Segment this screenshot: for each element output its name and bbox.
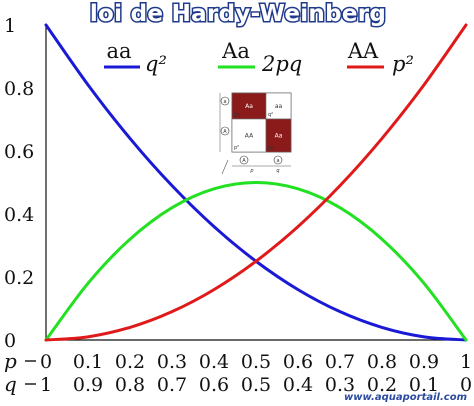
inset-cell bbox=[231, 118, 267, 153]
x-tick-label: 0.4 bbox=[199, 351, 229, 373]
inset-cell-label: Aa bbox=[275, 133, 283, 140]
inset-allele-label: a bbox=[223, 99, 226, 105]
inset-allele-circle bbox=[239, 155, 249, 165]
x-axis-p-row: p 0 0.1 0.2 0.3 0.4 0.5 0.6 0.7 0.8 0.9 1 bbox=[4, 349, 472, 373]
inset-allele-circle bbox=[220, 96, 230, 106]
x-tick-label: 0.1 bbox=[73, 351, 103, 373]
y-tick-label: 0.2 bbox=[4, 267, 34, 289]
inset-corner-label: pq bbox=[268, 145, 274, 151]
x-tick-label: 0.9 bbox=[73, 374, 103, 396]
x-tick-label: 1 bbox=[460, 351, 472, 373]
inset-axis-label: p bbox=[249, 168, 253, 174]
x-tick-label: 1 bbox=[40, 374, 52, 396]
x-row-variable-label: p bbox=[4, 349, 17, 373]
x-tick-label: 0.5 bbox=[241, 351, 271, 373]
y-tick-label: 1 bbox=[4, 15, 16, 37]
legend-genotype: aa bbox=[106, 39, 131, 63]
inset-corner-label: pq bbox=[234, 112, 240, 118]
x-tick-label: 0 bbox=[40, 351, 52, 373]
x-tick-label: 0.7 bbox=[157, 374, 187, 396]
x-tick-label: 0.1 bbox=[409, 374, 439, 396]
legend: aa q² Aa 2pq AA p² bbox=[104, 39, 414, 76]
inset-allele-label: a bbox=[276, 158, 279, 164]
x-tick-label: 0 bbox=[460, 374, 472, 396]
y-tick-label: 0.8 bbox=[4, 78, 34, 100]
inset-allele-label: A bbox=[223, 129, 227, 135]
y-tick-labels: 0 0.2 0.4 0.6 0.8 1 bbox=[4, 15, 34, 352]
inset-diagonal bbox=[221, 159, 229, 175]
inset-corner-label: p² bbox=[234, 145, 239, 151]
inset-allele-circle bbox=[220, 126, 230, 136]
chart-title: loi de Hardy-Weinberg bbox=[90, 1, 386, 27]
watermark: www.aquaportail.com bbox=[344, 392, 467, 403]
legend-expression: p² bbox=[392, 52, 414, 76]
x-tick-label: 0.5 bbox=[241, 374, 271, 396]
inset-cell bbox=[231, 92, 267, 120]
x-row-variable-label: q bbox=[4, 372, 17, 396]
legend-genotype: Aa bbox=[221, 39, 250, 63]
series-line-aa-2 bbox=[44, 23, 468, 342]
x-axis-q-row: q 1 0.9 0.8 0.7 0.6 0.5 0.4 0.3 0.2 0.1 0 bbox=[4, 372, 472, 396]
inset-corner-label: q² bbox=[268, 112, 273, 118]
series-lines bbox=[44, 23, 468, 342]
inset-cell-label: aa bbox=[275, 103, 283, 110]
x-tick-label: 0.8 bbox=[115, 374, 145, 396]
x-tick-label: 0.3 bbox=[325, 374, 355, 396]
x-tick-label: 0.7 bbox=[325, 351, 355, 373]
inset-cell-label: Aa bbox=[245, 103, 253, 110]
inset-cell bbox=[265, 118, 292, 153]
x-tick-label: 0.6 bbox=[199, 374, 229, 396]
x-tick-label: 0.2 bbox=[367, 374, 397, 396]
y-tick-label: 0.6 bbox=[4, 141, 34, 163]
inset-allele-label: A bbox=[242, 158, 246, 164]
legend-genotype: AA bbox=[347, 39, 379, 63]
inset-cell-label: AA bbox=[245, 133, 254, 140]
legend-expression: 2pq bbox=[261, 52, 302, 76]
x-tick-label: 0.9 bbox=[409, 351, 439, 373]
x-tick-label: 0.8 bbox=[367, 351, 397, 373]
inset-allele-circle bbox=[273, 155, 283, 165]
y-tick-label: 0 bbox=[4, 330, 16, 352]
inset-axis-label: q bbox=[276, 168, 279, 174]
y-tick-label: 0.4 bbox=[4, 204, 34, 226]
series-line-aa-1 bbox=[44, 180, 468, 342]
x-tick-label: 0.6 bbox=[283, 351, 313, 373]
x-tick-label: 0.4 bbox=[283, 374, 313, 396]
x-tick-label: 0.3 bbox=[157, 351, 187, 373]
x-tick-label: 0.2 bbox=[115, 351, 145, 373]
legend-expression: q² bbox=[145, 52, 167, 76]
